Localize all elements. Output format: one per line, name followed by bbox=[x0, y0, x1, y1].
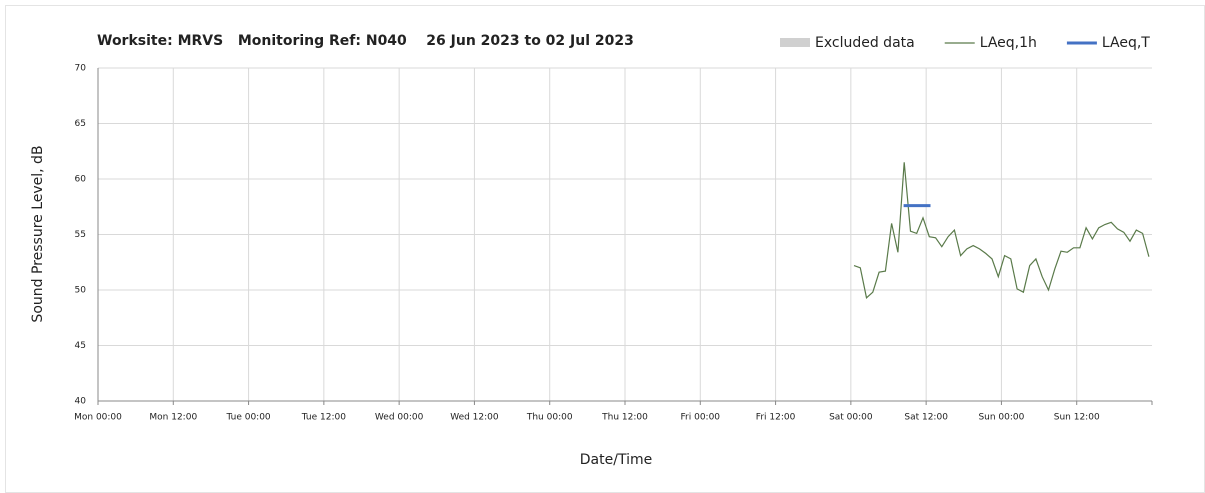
x-tick-label: Mon 12:00 bbox=[149, 413, 197, 423]
x-tick-label: Sat 00:00 bbox=[829, 413, 873, 423]
x-tick-label: Mon 00:00 bbox=[74, 413, 122, 423]
x-tick-label: Thu 12:00 bbox=[601, 413, 648, 423]
x-tick-label: Tue 00:00 bbox=[225, 413, 270, 423]
legend-swatch bbox=[780, 38, 810, 47]
legend-label: LAeq,1h bbox=[980, 35, 1037, 51]
y-axis-label: Sound Pressure Level, dB bbox=[30, 145, 46, 322]
y-tick-label: 70 bbox=[75, 64, 87, 74]
x-axis-label: Date/Time bbox=[580, 452, 652, 468]
x-tick-label: Sun 00:00 bbox=[978, 413, 1024, 423]
x-tick-label: Fri 12:00 bbox=[756, 413, 796, 423]
x-tick-label: Sun 12:00 bbox=[1054, 413, 1100, 423]
y-tick-label: 40 bbox=[75, 397, 87, 407]
x-tick-label: Fri 00:00 bbox=[681, 413, 721, 423]
x-tick-label: Sat 12:00 bbox=[904, 413, 948, 423]
y-tick-label: 50 bbox=[75, 286, 87, 296]
x-tick-label: Tue 12:00 bbox=[301, 413, 346, 423]
y-tick-label: 65 bbox=[75, 119, 86, 129]
x-tick-label: Thu 00:00 bbox=[526, 413, 573, 423]
y-tick-label: 60 bbox=[75, 175, 87, 185]
y-tick-label: 55 bbox=[75, 230, 86, 240]
x-tick-label: Wed 00:00 bbox=[375, 413, 424, 423]
legend-label: LAeq,T bbox=[1102, 35, 1150, 51]
y-tick-label: 45 bbox=[75, 341, 86, 351]
legend-label: Excluded data bbox=[815, 35, 915, 51]
chart-title: Worksite: MRVS Monitoring Ref: N040 26 J… bbox=[97, 33, 634, 49]
x-tick-label: Wed 12:00 bbox=[450, 413, 499, 423]
data-line bbox=[853, 162, 1150, 299]
